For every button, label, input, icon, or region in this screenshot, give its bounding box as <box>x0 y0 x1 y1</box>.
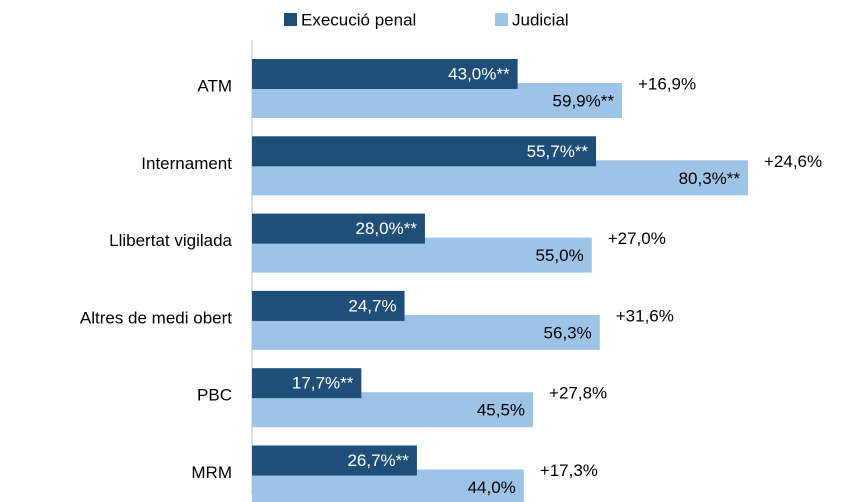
category-label: Internament <box>141 154 232 173</box>
value-label: 59,9%** <box>553 91 615 110</box>
value-label: 55,7%** <box>527 142 589 161</box>
legend-swatch <box>495 13 508 26</box>
value-label: 28,0%** <box>356 219 418 238</box>
value-label: 17,7%** <box>292 374 354 393</box>
value-label: 45,5% <box>477 401 525 420</box>
bar <box>252 59 518 89</box>
category-label: PBC <box>197 386 232 405</box>
value-label: 43,0%** <box>448 64 510 83</box>
bar <box>252 213 425 244</box>
annotation: +31,6% <box>616 306 674 325</box>
bar <box>252 368 362 399</box>
annotation: +16,9% <box>638 74 696 93</box>
category-label: MRM <box>191 463 232 482</box>
bar <box>252 445 417 476</box>
bar <box>252 290 405 321</box>
legend-label: Execució penal <box>301 10 416 29</box>
annotation: +17,3% <box>540 461 598 480</box>
value-label: 44,0% <box>468 478 516 497</box>
annotation: +27,0% <box>608 229 666 248</box>
category-label: ATM <box>197 76 232 95</box>
category-label: Altres de medi obert <box>80 308 232 327</box>
value-label: 56,3% <box>544 323 592 342</box>
value-label: 80,3%** <box>679 169 741 188</box>
annotation: +27,8% <box>549 384 607 403</box>
category-label: Llibertat vigilada <box>109 231 232 250</box>
annotation: +24,6% <box>764 152 822 171</box>
value-label: 26,7%** <box>347 451 409 470</box>
value-label: 55,0% <box>536 246 584 265</box>
legend-swatch <box>284 13 297 26</box>
legend-label: Judicial <box>512 10 569 29</box>
bar <box>252 136 597 167</box>
value-label: 24,7% <box>348 296 396 315</box>
